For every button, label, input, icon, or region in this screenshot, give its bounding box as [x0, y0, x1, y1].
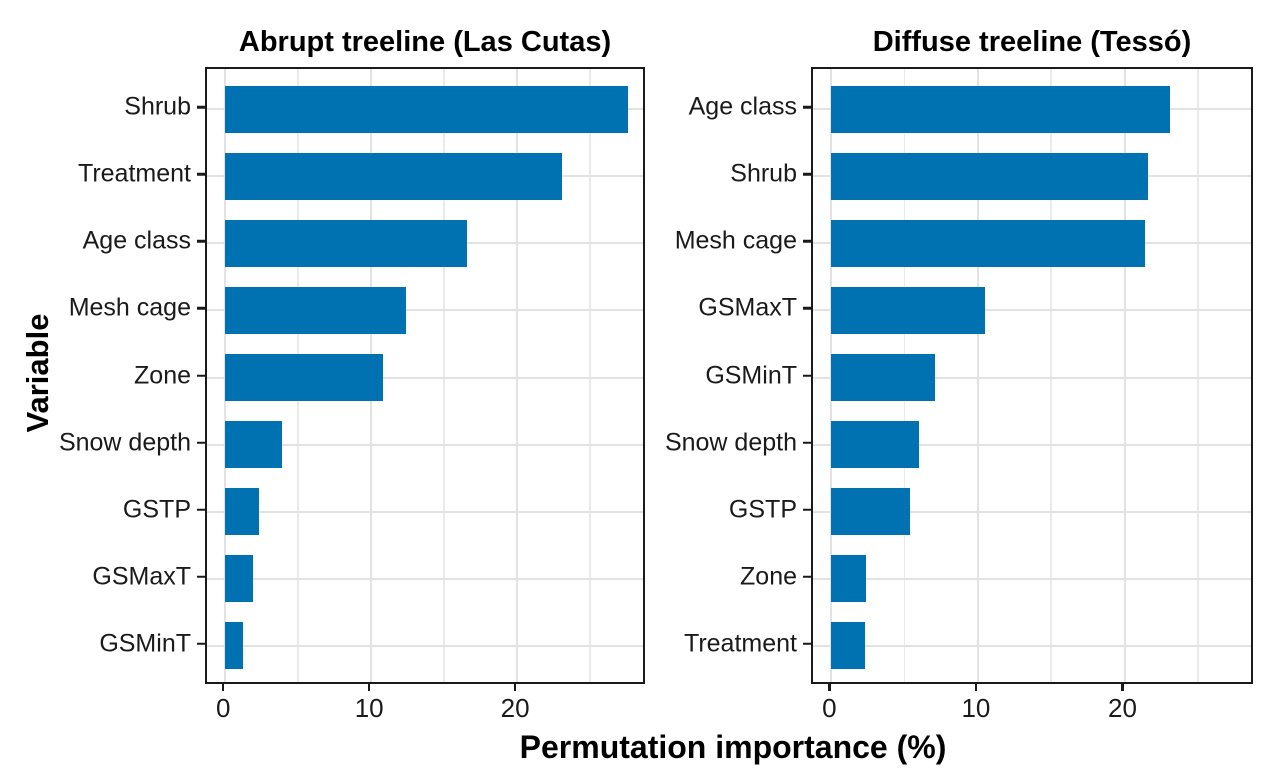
x-tick-mark	[1121, 684, 1124, 691]
y-tick-mark	[197, 240, 205, 243]
y-tick-label: Mesh cage	[674, 226, 797, 255]
y-tick-label: Mesh cage	[68, 293, 191, 322]
row-gridline	[207, 577, 643, 580]
bar-age-class	[831, 85, 1170, 133]
y-tick-label: Zone	[740, 562, 797, 591]
row-gridline	[813, 644, 1251, 647]
y-tick-mark	[197, 575, 205, 578]
plot-panel-diffuse-treeline	[811, 67, 1253, 684]
bar-gsmint	[225, 622, 243, 670]
plot-panel-abrupt-treeline	[205, 67, 645, 684]
y-tick-mark	[803, 173, 811, 176]
bar-shrub	[831, 152, 1148, 200]
y-tick-label: GSMaxT	[698, 293, 797, 322]
x-tick-label: 10	[961, 693, 991, 723]
y-tick-mark	[803, 374, 811, 377]
x-axis-title: Permutation importance (%)	[519, 729, 947, 765]
y-tick-label: Treatment	[77, 159, 191, 188]
minor-gridline	[443, 69, 445, 682]
bar-zone	[831, 555, 867, 603]
x-tick-mark	[513, 684, 517, 691]
y-tick-label: Shrub	[730, 159, 797, 188]
major-gridline	[516, 69, 519, 682]
y-tick-mark	[803, 642, 811, 645]
row-gridline	[813, 510, 1251, 513]
row-gridline	[207, 443, 643, 446]
bar-snow-depth	[831, 421, 920, 469]
x-tick-mark	[974, 684, 978, 691]
y-tick-mark	[803, 240, 811, 243]
row-gridline	[207, 309, 643, 312]
bar-gsmaxt	[831, 286, 986, 334]
bar-treatment	[831, 622, 866, 670]
row-gridline	[813, 376, 1251, 379]
y-tick-mark	[803, 508, 811, 511]
y-tick-label: GSTP	[122, 495, 191, 524]
bar-gsmint	[831, 354, 936, 401]
minor-gridline	[1197, 69, 1199, 682]
row-gridline	[207, 644, 643, 647]
minor-gridline	[1050, 69, 1052, 682]
bar-mesh-cage	[225, 286, 407, 334]
y-tick-mark	[197, 105, 205, 109]
y-tick-label: Age class	[82, 226, 191, 255]
bar-treatment	[225, 152, 563, 200]
row-gridline	[207, 510, 643, 513]
y-tick-mark	[197, 374, 205, 377]
x-tick-label: 0	[822, 693, 837, 723]
y-tick-mark	[197, 642, 205, 645]
bar-mesh-cage	[831, 219, 1146, 267]
bar-zone	[225, 354, 383, 401]
y-tick-label: Snow depth	[58, 428, 191, 457]
y-tick-mark	[197, 173, 205, 176]
bar-age-class	[225, 219, 468, 267]
y-tick-label: GSMinT	[705, 361, 797, 389]
bar-snow-depth	[225, 421, 283, 469]
bar-gstp	[225, 488, 259, 536]
bar-gstp	[831, 488, 911, 536]
y-tick-mark	[197, 508, 205, 511]
y-tick-mark	[197, 307, 205, 310]
y-tick-label: Snow depth	[664, 428, 797, 457]
y-tick-mark	[803, 441, 811, 444]
x-tick-label: 10	[354, 693, 384, 723]
major-gridline	[1123, 69, 1126, 682]
major-gridline	[976, 69, 979, 682]
x-tick-label: 20	[500, 693, 530, 723]
y-tick-label: Age class	[688, 92, 797, 121]
bar-shrub	[225, 85, 629, 133]
y-tick-mark	[803, 575, 811, 578]
panel-title-abrupt-treeline: Abrupt treeline (Las Cutas)	[238, 26, 612, 58]
row-gridline	[813, 443, 1251, 446]
y-tick-label: GSMinT	[99, 629, 191, 658]
panel-title-diffuse-treeline: Diffuse treeline (Tessó)	[872, 26, 1192, 58]
y-tick-label: Treatment	[683, 629, 797, 658]
x-tick-label: 0	[216, 693, 231, 723]
y-tick-mark	[197, 441, 205, 444]
minor-gridline	[589, 69, 591, 682]
x-tick-mark	[828, 684, 831, 691]
y-tick-mark	[803, 105, 811, 109]
y-tick-mark	[803, 307, 811, 310]
y-tick-label: GSMaxT	[92, 562, 191, 591]
y-tick-label: Zone	[134, 361, 191, 389]
x-tick-mark	[221, 684, 225, 691]
row-gridline	[813, 309, 1251, 312]
row-gridline	[813, 577, 1251, 580]
y-tick-label: Shrub	[124, 92, 191, 121]
x-tick-mark	[367, 684, 371, 691]
y-tick-label: GSTP	[728, 495, 797, 524]
bar-gsmaxt	[225, 555, 253, 603]
x-tick-label: 20	[1108, 693, 1137, 723]
row-gridline	[207, 376, 643, 379]
